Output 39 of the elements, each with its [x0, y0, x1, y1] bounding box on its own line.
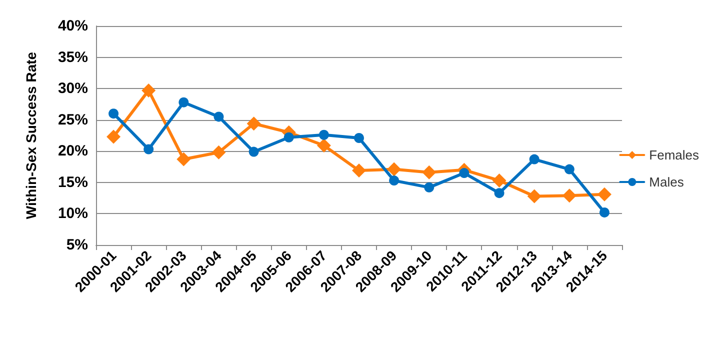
legend-label: Males: [649, 174, 684, 190]
point: [422, 165, 436, 180]
point: [354, 133, 364, 143]
y-tick-label: 35%: [58, 48, 88, 66]
point: [212, 145, 226, 160]
point: [316, 138, 331, 153]
y-tick-label: 10%: [58, 205, 88, 222]
point: [562, 188, 576, 203]
point: [246, 116, 261, 131]
y-tick-label: 20%: [58, 142, 88, 160]
point: [564, 164, 574, 174]
point: [529, 154, 540, 164]
y-tick-label: 25%: [58, 111, 88, 128]
point: [527, 189, 542, 204]
point: [176, 152, 191, 166]
y-tick-label: 30%: [58, 80, 88, 98]
point: [108, 108, 119, 119]
point: [389, 176, 400, 186]
point: [318, 130, 329, 140]
point: [599, 207, 610, 218]
point: [214, 112, 224, 122]
y-tick-label: 15%: [58, 174, 88, 191]
point: [284, 132, 294, 142]
point: [424, 182, 434, 192]
point: [352, 164, 366, 178]
point: [178, 97, 189, 108]
point: [494, 188, 504, 198]
point: [142, 83, 156, 98]
y-axis-title: Within-Sex Success Rate: [23, 52, 39, 220]
point: [387, 162, 402, 176]
y-tick-label: 5%: [66, 236, 88, 254]
point: [106, 130, 121, 144]
y-tick-label: 40%: [58, 18, 88, 34]
point: [248, 146, 259, 157]
point: [459, 168, 470, 178]
legend-label: Females: [649, 148, 700, 162]
point: [597, 187, 612, 202]
point: [492, 174, 506, 188]
point: [144, 144, 154, 154]
